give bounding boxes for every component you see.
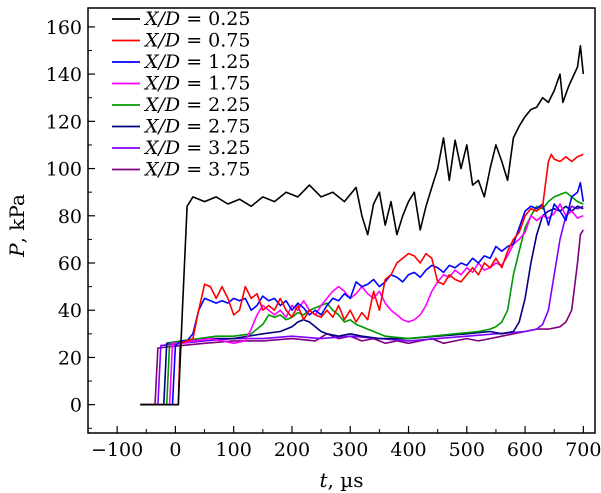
x-tick-label: 100: [216, 439, 252, 461]
x-tick-label: 700: [565, 439, 601, 461]
legend-entry: X/D = 3.75: [143, 159, 250, 181]
series-line-xd-0-75: [140, 153, 584, 406]
x-tick-label: 400: [390, 439, 426, 461]
y-axis-variable: P: [5, 243, 29, 258]
y-tick-label: 20: [58, 347, 82, 369]
x-tick-label: −100: [91, 439, 143, 461]
y-tick-label: 100: [46, 159, 82, 181]
series-line-xd-3-25: [140, 205, 584, 406]
series-line-xd-1-75: [140, 203, 584, 406]
ticks-layer: −100 0 100 200 300 400 500 600 700 0 20 40 60 80 100 12…: [46, 17, 601, 461]
legend-variable: X/D: [143, 73, 180, 95]
y-axis-unit: , kPa: [5, 194, 29, 243]
legend-variable: X/D: [143, 94, 180, 116]
legend-equals: =: [180, 30, 208, 52]
legend-variable: X/D: [143, 51, 180, 73]
series-line-xd-2-75: [140, 205, 584, 406]
x-tick-label: 500: [449, 439, 485, 461]
legend-entry: X/D = 0.25: [143, 8, 250, 30]
series-line-xd-3-75: [140, 229, 584, 406]
series-line-xd-2-25: [140, 191, 584, 406]
x-tick-label: 200: [274, 439, 310, 461]
legend-value: 2.75: [208, 116, 250, 138]
y-tick-label: 60: [58, 253, 82, 275]
legend-equals: =: [180, 137, 208, 159]
legend-value: 3.75: [208, 159, 250, 181]
series-layer: [140, 45, 585, 406]
series-line-xd-1-25: [140, 181, 585, 406]
legend-equals: =: [180, 73, 208, 95]
legend-variable: X/D: [143, 30, 180, 52]
x-tick-label: 300: [332, 439, 368, 461]
x-axis-variable: t: [319, 468, 328, 492]
legend-variable: X/D: [143, 137, 180, 159]
legend-value: 0.25: [208, 8, 250, 30]
legend-entry: X/D = 3.25: [143, 137, 250, 159]
legend-value: 0.75: [208, 30, 250, 52]
y-tick-label: 120: [46, 111, 82, 133]
legend: X/D = 0.25X/D = 0.75X/D = 1.25X/D = 1.75…: [112, 8, 250, 181]
y-tick-label: 140: [46, 64, 82, 86]
legend-variable: X/D: [143, 116, 180, 138]
legend-value: 2.25: [208, 94, 250, 116]
legend-entry: X/D = 2.75: [143, 116, 250, 138]
plot-frame: [87, 7, 596, 434]
legend-equals: =: [180, 159, 208, 181]
x-tick-label: 0: [169, 439, 181, 461]
legend-equals: =: [180, 94, 208, 116]
x-axis-unit: , µs: [328, 468, 364, 492]
legend-value: 1.25: [208, 51, 250, 73]
plot-area-border: [87, 7, 596, 434]
legend-value: 1.75: [208, 73, 250, 95]
legend-entry: X/D = 1.75: [143, 73, 250, 95]
y-tick-label: 0: [70, 395, 82, 417]
x-axis-title: t, µs: [319, 468, 363, 492]
legend-value: 3.25: [208, 137, 250, 159]
y-tick-label: 80: [58, 206, 82, 228]
y-axis-title: P, kPa: [5, 194, 29, 258]
series-line-xd-0-25: [140, 45, 585, 406]
legend-variable: X/D: [143, 8, 180, 30]
legend-entry: X/D = 1.25: [143, 51, 250, 73]
legend-equals: =: [180, 8, 208, 30]
legend-equals: =: [180, 116, 208, 138]
legend-entry: X/D = 0.75: [143, 30, 250, 52]
legend-entry: X/D = 2.25: [143, 94, 250, 116]
legend-equals: =: [180, 51, 208, 73]
legend-variable: X/D: [143, 159, 180, 181]
y-tick-label: 40: [58, 300, 82, 322]
y-tick-label: 160: [46, 17, 82, 39]
x-tick-label: 600: [507, 439, 543, 461]
